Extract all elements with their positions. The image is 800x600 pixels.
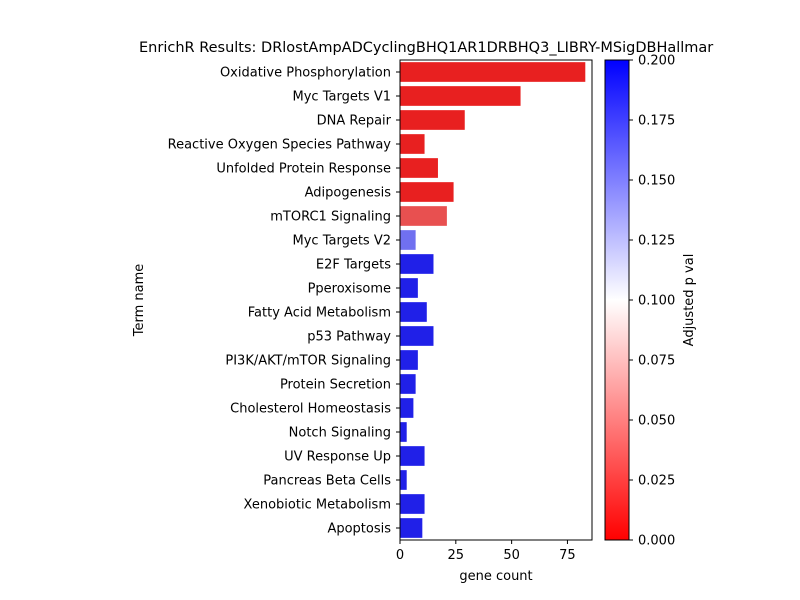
category-label: Reactive Oxygen Species Pathway (168, 138, 392, 153)
category-label: PI3K/AKT/mTOR Signaling (225, 354, 391, 369)
colorbar-tick-label: 0.100 (638, 294, 675, 309)
bar (400, 518, 423, 538)
category-label: Pperoxisome (308, 282, 391, 297)
bar (400, 158, 438, 178)
bar (400, 86, 521, 106)
category-labels-group: Oxidative Phosphorylation Myc Targets V1 D… (168, 66, 400, 537)
x-tick-label: 75 (559, 548, 576, 563)
x-axis-label: gene count (459, 569, 532, 584)
colorbar-tick-label: 0.150 (638, 174, 675, 189)
bar (400, 62, 586, 82)
bar (400, 302, 427, 322)
bar (400, 494, 425, 514)
colorbar-tick-label: 0.025 (638, 474, 675, 489)
category-label: UV Response Up (284, 450, 391, 465)
bar (400, 422, 407, 442)
plot-frame (399, 59, 593, 541)
colorbar-tick-label: 0.175 (638, 114, 675, 129)
bar (400, 374, 416, 394)
category-label: Apoptosis (327, 522, 391, 537)
bar (400, 134, 425, 154)
category-label: Myc Targets V2 (293, 234, 391, 249)
colorbar-tick-label: 0.125 (638, 234, 675, 249)
x-axis: 0 25 50 75 (396, 540, 576, 563)
bar (400, 206, 447, 226)
category-label: p53 Pathway (307, 330, 391, 345)
bar (400, 254, 434, 274)
colorbar-tick-label: 0.200 (638, 54, 675, 69)
colorbar-label: Adjusted p val (682, 254, 697, 347)
colorbar-tick-label: 0.000 (638, 534, 675, 549)
bar (400, 230, 416, 250)
category-label: Unfolded Protein Response (216, 162, 391, 177)
bar (400, 350, 418, 370)
bar (400, 470, 407, 490)
chart-title: EnrichR Results: DRlostAmpADCyclingBHQ1A… (139, 40, 713, 56)
category-label: Cholesterol Homeostasis (230, 402, 391, 417)
category-label: Protein Secretion (280, 378, 391, 393)
category-label: Xenobiotic Metabolism (244, 498, 391, 513)
category-label: DNA Repair (317, 114, 392, 129)
x-tick-label: 25 (448, 548, 465, 563)
x-tick-label: 50 (503, 548, 520, 563)
colorbar (604, 59, 630, 541)
y-axis-label: Term name (132, 264, 147, 338)
bar (400, 326, 434, 346)
category-label: Pancreas Beta Cells (263, 474, 391, 489)
bar (400, 110, 465, 130)
bar (400, 446, 425, 466)
bar (400, 278, 418, 298)
category-label: Notch Signaling (289, 426, 391, 441)
category-label: Fatty Acid Metabolism (248, 306, 391, 321)
x-tick-label: 0 (396, 548, 404, 563)
category-label: Oxidative Phosphorylation (220, 66, 391, 81)
category-label: mTORC1 Signaling (270, 210, 391, 225)
bar (400, 182, 454, 202)
colorbar-tick-label: 0.075 (638, 354, 675, 369)
colorbar-tick-label: 0.050 (638, 414, 675, 429)
bar (400, 398, 414, 418)
bars-group (400, 62, 586, 538)
colorbar-ticks-group: 0.000 0.025 0.050 0.075 0.100 0.125 0.150 0.175… (629, 54, 675, 549)
category-label: Adipogenesis (305, 186, 392, 201)
category-label: E2F Targets (316, 258, 391, 273)
category-label: Myc Targets V1 (293, 90, 391, 105)
